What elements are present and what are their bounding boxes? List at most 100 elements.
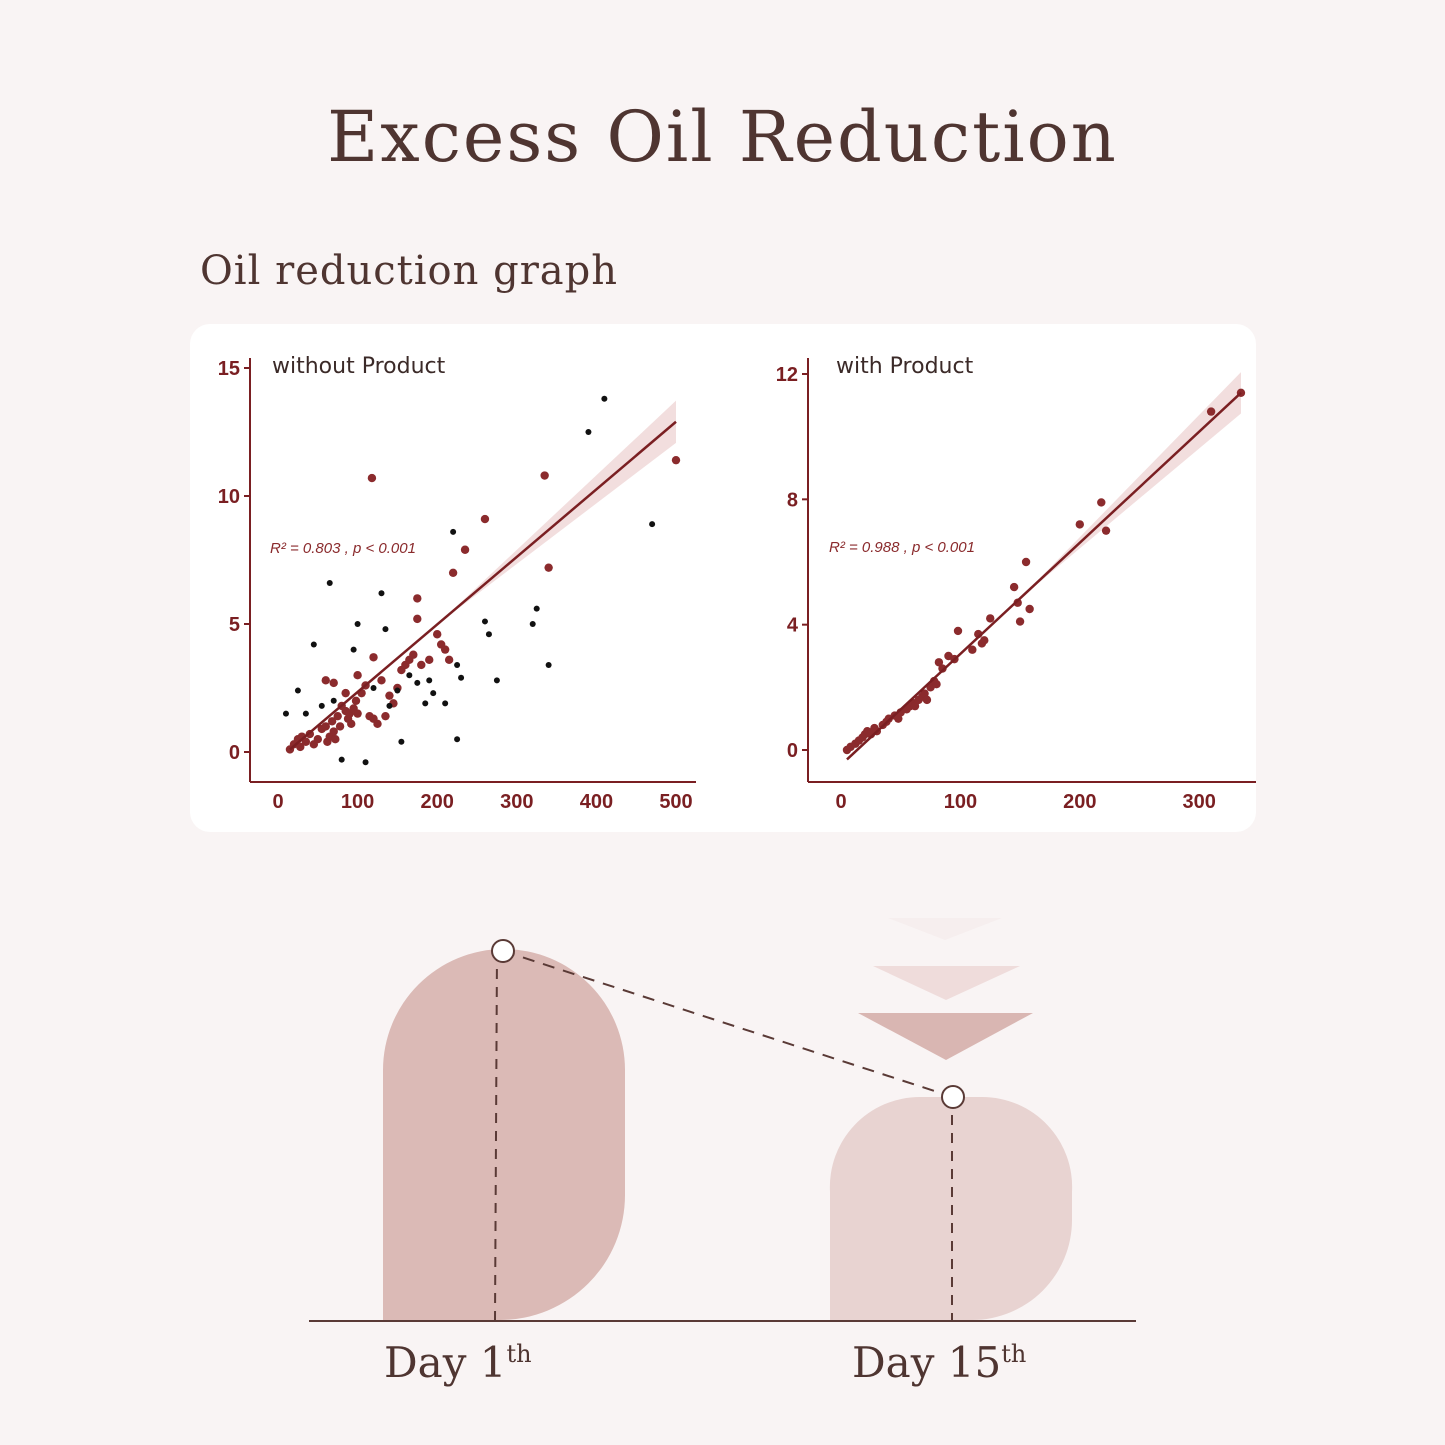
data-point-red	[986, 614, 995, 623]
data-point-black	[294, 687, 301, 694]
data-point-red	[910, 701, 920, 711]
x-tick-label: 200	[421, 791, 454, 813]
data-point-red	[331, 735, 340, 744]
data-point-red	[934, 658, 944, 667]
data-point-red	[1097, 498, 1106, 507]
data-point-red	[301, 737, 311, 746]
x-tick-label: 400	[580, 791, 613, 813]
data-point-red	[980, 636, 989, 645]
data-point-red	[1009, 582, 1019, 592]
plot-title: with Product	[836, 354, 974, 379]
data-point-black	[318, 702, 325, 709]
data-point-black	[493, 677, 500, 684]
data-point-black	[310, 641, 317, 648]
data-point-red	[327, 717, 337, 726]
data-point-black	[350, 646, 357, 653]
data-point-red	[922, 695, 932, 705]
data-point-red	[1013, 598, 1022, 607]
data-point-black	[378, 590, 385, 597]
down-arrow-icon	[858, 1013, 1033, 1060]
data-point-red	[353, 709, 362, 718]
data-point-black	[414, 679, 421, 686]
data-point-red	[373, 719, 382, 729]
plot-with-product: 0 4 8 12 0 100 200 300 with Product R² = 0.988 , …	[776, 354, 1256, 813]
y-tick-label: 4	[787, 615, 799, 637]
data-point-black	[398, 738, 405, 745]
data-point-black	[545, 661, 552, 668]
data-point-black	[533, 605, 540, 612]
data-point-red	[540, 471, 549, 480]
data-point-black	[585, 429, 592, 435]
data-point-red	[968, 645, 977, 654]
data-point-black	[406, 672, 413, 679]
data-point-black	[330, 697, 337, 704]
data-point-black	[450, 528, 457, 535]
y-tick-label: 12	[776, 364, 798, 386]
confidence-ribbon	[1020, 372, 1241, 599]
data-point-red	[369, 653, 378, 662]
data-point-red	[321, 676, 330, 685]
data-point-red	[932, 680, 941, 689]
day15-label-suffix: th	[1001, 1340, 1027, 1368]
day1-dashed-marker	[494, 950, 498, 1321]
data-point-red	[377, 676, 386, 685]
data-point-red	[335, 722, 345, 731]
data-point-red	[1025, 604, 1034, 614]
data-point-black	[458, 674, 465, 681]
data-point-red	[351, 696, 361, 705]
down-arrow-icon-faint	[888, 918, 1002, 940]
data-point-red	[1015, 617, 1025, 626]
data-point-red	[367, 473, 377, 483]
data-point-red	[413, 594, 422, 603]
data-point-black	[326, 580, 333, 587]
data-point-red	[953, 626, 963, 636]
data-point-black	[302, 710, 309, 717]
data-point-red	[444, 655, 454, 665]
data-point-black	[426, 677, 433, 684]
data-point-black	[282, 710, 289, 717]
day1-bar	[383, 949, 625, 1320]
confidence-ribbon	[437, 400, 676, 625]
data-point-red	[433, 630, 442, 639]
data-point-black	[442, 700, 449, 707]
data-point-red	[448, 568, 458, 577]
data-point-black	[382, 626, 389, 633]
data-point-black	[485, 631, 492, 638]
data-point-red	[425, 655, 434, 665]
data-point-red	[671, 455, 681, 465]
day15-label-text: Day 15	[852, 1338, 1002, 1387]
oil-comparison-graphic	[309, 918, 1136, 1322]
y-tick-label: 5	[229, 614, 240, 636]
plot-without-product: 0 5 10 15 0 100 200 300 400 500 without Product R² …	[218, 354, 696, 813]
y-tick-label: 8	[787, 489, 798, 511]
data-point-red	[1075, 520, 1084, 529]
y-tick-label: 15	[218, 358, 240, 380]
data-point-red	[329, 727, 338, 736]
stats-annotation: R² = 0.988 , p < 0.001	[829, 539, 975, 556]
data-point-red	[1101, 526, 1111, 535]
y-tick-label: 0	[229, 742, 240, 764]
data-point-red	[417, 660, 426, 670]
plot-title: without Product	[272, 354, 446, 379]
data-point-black	[422, 700, 429, 707]
data-point-red	[409, 650, 418, 659]
data-point-black	[386, 702, 393, 709]
data-point-red	[333, 711, 342, 721]
data-point-red	[296, 742, 305, 752]
data-point-red	[341, 688, 350, 698]
y-tick-label: 10	[218, 486, 240, 508]
y-tick-label: 0	[787, 740, 798, 762]
day1-label: Day 1th	[384, 1338, 532, 1387]
data-point-red	[381, 711, 390, 721]
data-point-red	[1206, 407, 1216, 416]
data-point-red	[321, 722, 330, 731]
x-tick-label: 200	[1063, 791, 1096, 813]
x-tick-label: 300	[1182, 791, 1215, 813]
data-point-red	[329, 678, 338, 688]
day1-label-suffix: th	[506, 1340, 532, 1368]
data-point-red	[413, 614, 422, 624]
data-point-red	[313, 735, 322, 744]
day15-marker-circle	[941, 1085, 965, 1109]
data-point-red	[347, 719, 356, 729]
